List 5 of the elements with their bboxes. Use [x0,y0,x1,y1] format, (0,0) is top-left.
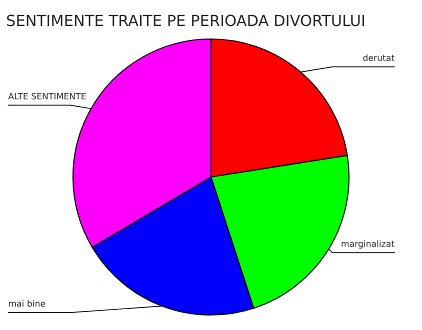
slice-label: marginalizat [342,240,394,249]
slice-label: ALTE SENTIMENTE [8,92,86,100]
chart-title: SENTIMENTE TRAITE PE PERIOADA DIVORTULUI [7,14,364,26]
slice-label: derutat [363,54,394,62]
slice-label: mai bine [8,300,46,307]
